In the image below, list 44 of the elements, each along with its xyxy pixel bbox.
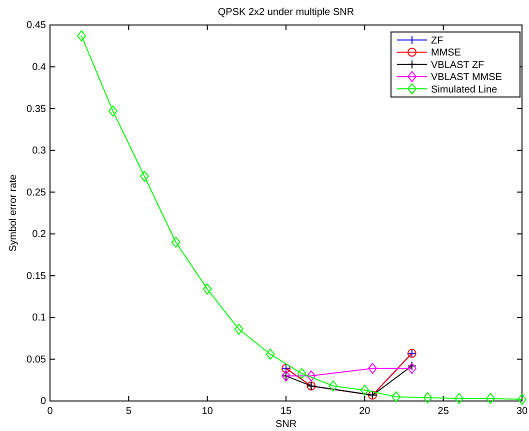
legend-label: VBLAST MMSE <box>431 72 502 84</box>
point <box>171 236 180 248</box>
point <box>368 362 378 374</box>
point <box>407 361 416 370</box>
x-tick-label: 0 <box>47 406 54 418</box>
x-tick-label: 25 <box>438 406 450 418</box>
point <box>202 284 212 295</box>
y-tick-label: 0.05 <box>26 354 46 366</box>
chart-title: QPSK 2x2 under multiple SNR <box>218 7 354 18</box>
x-tick-label: 15 <box>280 406 292 418</box>
x-tick-label: 10 <box>202 406 214 418</box>
point <box>266 348 275 360</box>
x-tick-label: 20 <box>359 406 371 418</box>
point <box>486 392 496 404</box>
point <box>407 362 416 374</box>
legend-label: ZF <box>431 36 444 46</box>
y-tick-label: 0.1 <box>32 312 46 324</box>
y-tick-label: 0.3 <box>32 146 46 157</box>
point <box>234 324 244 335</box>
legend-label: VBLAST ZF <box>431 60 484 71</box>
y-tick-label: 0.45 <box>26 20 46 32</box>
legend-label: MMSE <box>431 48 462 59</box>
y-axis-title: Symbol error rate <box>8 174 19 252</box>
y-tick-label: 0.35 <box>26 104 46 115</box>
point <box>108 106 118 117</box>
y-tick-label: 0.15 <box>26 270 46 282</box>
y-tick-label: 0.4 <box>32 62 46 73</box>
legend-label: Simulated Line <box>431 84 498 96</box>
point <box>392 391 401 402</box>
point <box>423 392 432 404</box>
point <box>140 170 149 182</box>
x-axis-title: SNR <box>275 419 297 430</box>
point <box>518 394 526 405</box>
point <box>360 384 370 396</box>
y-tick-label: 0 <box>40 396 46 408</box>
point <box>297 368 306 379</box>
x-tick-label: 5 <box>126 406 132 418</box>
point <box>328 380 338 392</box>
point <box>454 392 464 404</box>
point <box>76 30 86 42</box>
point <box>306 370 316 382</box>
x-tick-label: 30 <box>516 406 528 418</box>
y-tick-label: 0.2 <box>32 229 46 240</box>
y-tick-label: 0.25 <box>26 187 46 198</box>
